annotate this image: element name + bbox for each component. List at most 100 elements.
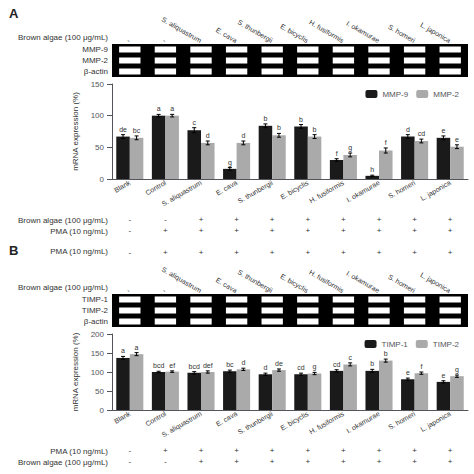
svg-text:E. bicyclis: E. bicyclis <box>279 179 310 202</box>
svg-text:+: + <box>270 457 275 466</box>
svg-text:S. homeri: S. homeri <box>387 23 417 44</box>
svg-text:+: + <box>199 226 204 235</box>
svg-text:e: e <box>441 372 445 379</box>
svg-text:Blank: Blank <box>113 179 132 194</box>
svg-text:-: - <box>164 215 167 224</box>
svg-text:+: + <box>199 215 204 224</box>
svg-text:PMA (10 ng/mL): PMA (10 ng/mL) <box>50 247 108 256</box>
svg-text:b: b <box>299 116 303 123</box>
svg-text:d: d <box>406 126 410 133</box>
svg-text:+: + <box>377 215 382 224</box>
svg-text:S. aliquastrum: S. aliquastrum <box>161 410 204 439</box>
svg-text:I. okamurae: I. okamurae <box>345 179 381 204</box>
svg-text:50: 50 <box>95 387 104 396</box>
svg-text:S. aliquastrum: S. aliquastrum <box>161 179 204 208</box>
svg-text:+: + <box>377 226 382 235</box>
svg-text:MMP-2: MMP-2 <box>433 90 459 99</box>
svg-text:S. aliquastrum: S. aliquastrum <box>160 16 203 45</box>
svg-text:+: + <box>341 248 346 257</box>
svg-text:-: - <box>126 37 132 45</box>
svg-text:+: + <box>341 446 346 455</box>
svg-text:+: + <box>377 248 382 257</box>
svg-text:+: + <box>163 226 168 235</box>
svg-text:g: g <box>228 159 232 167</box>
svg-text:b: b <box>277 124 281 131</box>
svg-text:S. thunbergii: S. thunbergii <box>236 410 274 437</box>
svg-text:100: 100 <box>91 368 105 377</box>
svg-text:-: - <box>128 215 131 224</box>
svg-text:e: e <box>406 369 410 376</box>
svg-text:+: + <box>234 226 239 235</box>
svg-text:+: + <box>270 215 275 224</box>
svg-text:+: + <box>234 248 239 257</box>
svg-text:+: + <box>377 446 382 455</box>
svg-text:mRNA expression (%): mRNA expression (%) <box>71 332 80 411</box>
svg-text:TIMP-2: TIMP-2 <box>433 340 460 349</box>
svg-text:E. cava: E. cava <box>215 410 239 428</box>
svg-text:E. cava: E. cava <box>215 26 239 44</box>
svg-text:MMP-9: MMP-9 <box>82 45 108 54</box>
svg-text:H. fusiformis: H. fusiformis <box>308 410 346 436</box>
svg-text:-: - <box>128 248 131 257</box>
svg-text:bc: bc <box>133 127 141 134</box>
svg-text:+: + <box>270 226 275 235</box>
svg-text:a: a <box>157 105 161 112</box>
svg-text:+: + <box>163 446 168 455</box>
svg-text:S. thunbergii: S. thunbergii <box>236 18 274 45</box>
svg-text:S. homeri: S. homeri <box>387 410 417 431</box>
svg-text:50: 50 <box>95 143 104 152</box>
svg-text:E. bicyclis: E. bicyclis <box>279 22 310 45</box>
svg-text:h: h <box>370 166 374 173</box>
svg-text:c: c <box>348 354 352 361</box>
svg-text:Brown algae (100 μg/mL): Brown algae (100 μg/mL) <box>18 216 108 225</box>
svg-text:TIMP-1: TIMP-1 <box>82 295 109 304</box>
svg-text:Blank: Blank <box>113 410 132 425</box>
svg-text:g: g <box>348 144 352 152</box>
svg-text:0: 0 <box>100 175 105 184</box>
svg-text:H. fusiformis: H. fusiformis <box>308 179 346 205</box>
svg-text:c: c <box>192 119 196 126</box>
svg-text:de: de <box>119 126 127 133</box>
svg-text:b: b <box>370 360 374 367</box>
svg-text:MMP-2: MMP-2 <box>82 56 108 65</box>
svg-text:+: + <box>199 457 204 466</box>
svg-text:E. bicyclis: E. bicyclis <box>279 410 310 433</box>
svg-text:-: - <box>162 287 168 295</box>
svg-text:MMP-9: MMP-9 <box>382 90 408 99</box>
svg-text:β-actin: β-actin <box>84 67 108 76</box>
svg-text:+: + <box>199 248 204 257</box>
svg-text:0: 0 <box>100 406 105 415</box>
svg-text:def: def <box>203 362 213 369</box>
svg-text:I. okamurae: I. okamurae <box>345 410 381 435</box>
svg-text:d: d <box>206 132 210 139</box>
svg-text:+: + <box>341 226 346 235</box>
svg-text:TIMP-2: TIMP-2 <box>82 306 109 315</box>
svg-text:L. japonica: L. japonica <box>419 271 452 295</box>
svg-text:ef: ef <box>169 362 175 369</box>
svg-text:bcd: bcd <box>153 362 164 369</box>
svg-text:+: + <box>412 446 417 455</box>
svg-text:f: f <box>336 150 338 157</box>
svg-text:+: + <box>234 446 239 455</box>
svg-text:S. aliquastrum: S. aliquastrum <box>160 266 203 295</box>
svg-text:+: + <box>270 248 275 257</box>
svg-text:E. bicyclis: E. bicyclis <box>279 272 310 295</box>
svg-text:e: e <box>455 136 459 143</box>
svg-text:150: 150 <box>91 349 105 358</box>
svg-text:+: + <box>270 446 275 455</box>
svg-text:+: + <box>234 215 239 224</box>
svg-text:TIMP-1: TIMP-1 <box>382 340 409 349</box>
svg-text:a: a <box>135 344 139 351</box>
svg-text:H. fusiformis: H. fusiformis <box>308 269 346 295</box>
svg-text:PMA (10 ng/mL): PMA (10 ng/mL) <box>50 227 108 236</box>
svg-text:+: + <box>448 457 453 466</box>
svg-text:bc: bc <box>226 361 234 368</box>
svg-text:A: A <box>9 6 19 21</box>
svg-text:Control: Control <box>144 410 167 428</box>
svg-text:+: + <box>412 248 417 257</box>
svg-text:de: de <box>275 360 283 367</box>
svg-text:cd: cd <box>297 364 305 371</box>
svg-text:150: 150 <box>91 80 105 89</box>
svg-text:g: g <box>455 366 459 374</box>
svg-text:+: + <box>305 457 310 466</box>
